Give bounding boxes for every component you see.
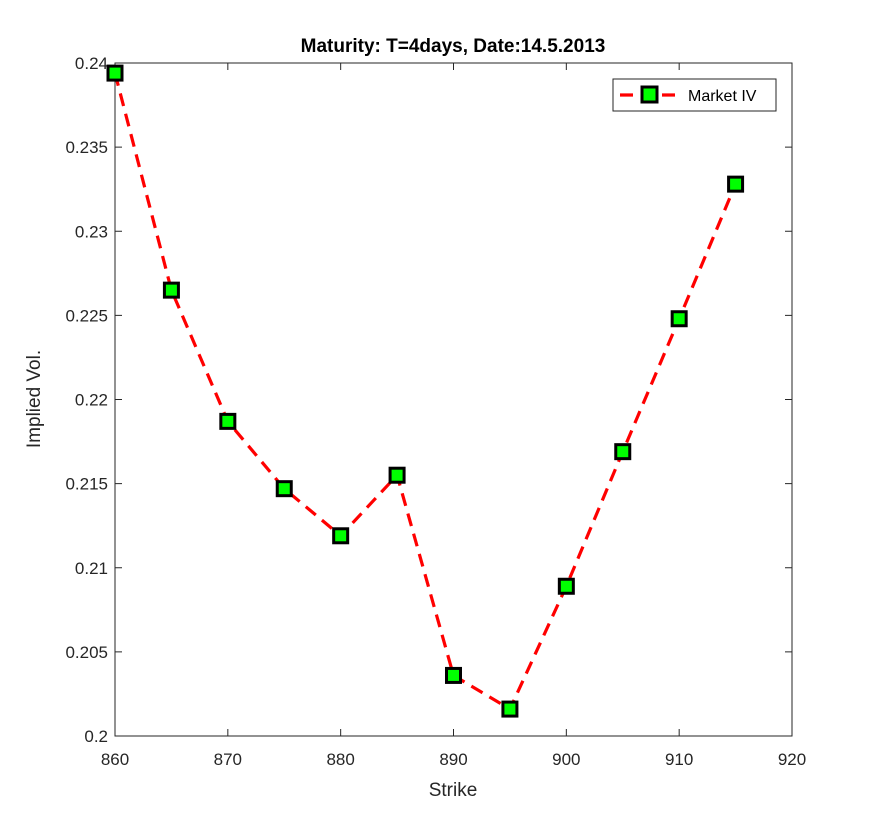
chart-title: Maturity: T=4days, Date:14.5.2013 xyxy=(301,36,606,57)
y-axis-title: Implied Vol. xyxy=(24,350,45,448)
data-point-marker xyxy=(162,281,180,299)
y-tick-label: 0.225 xyxy=(65,306,108,325)
x-tick-label: 880 xyxy=(326,750,354,769)
x-tick-label: 920 xyxy=(778,750,806,769)
data-point-marker xyxy=(275,480,293,498)
x-tick-label: 890 xyxy=(439,750,467,769)
y-tick-label: 0.24 xyxy=(75,54,108,73)
y-tick-label: 0.21 xyxy=(75,559,108,578)
x-axis-title: Strike xyxy=(429,780,478,801)
legend-box xyxy=(612,78,777,112)
y-axis-ticks: 0.2 0.205 0.21 0.215 0.22 0.225 0.23 0.235 0.24 xyxy=(65,54,792,746)
series-line xyxy=(113,72,738,712)
data-point-marker xyxy=(501,700,519,718)
y-tick-label: 0.2 xyxy=(84,727,108,746)
x-tick-label: 910 xyxy=(665,750,693,769)
x-tick-label: 900 xyxy=(552,750,580,769)
data-point-marker xyxy=(332,527,350,545)
series-layer xyxy=(106,64,745,718)
data-point-marker xyxy=(670,310,688,328)
y-tick-label: 0.235 xyxy=(65,138,108,157)
legend-marker-square-icon xyxy=(640,85,659,104)
data-point-marker xyxy=(106,64,124,82)
y-tick-label: 0.215 xyxy=(65,475,108,494)
y-tick-label: 0.23 xyxy=(75,222,108,241)
x-tick-label: 870 xyxy=(214,750,242,769)
data-point-marker xyxy=(727,175,745,193)
y-tick-label: 0.205 xyxy=(65,643,108,662)
x-axis-ticks: 860 870 880 890 900 910 920 xyxy=(101,63,806,769)
legend-label: Market IV xyxy=(688,88,757,105)
data-point-marker xyxy=(219,412,237,430)
data-point-marker xyxy=(557,577,575,595)
data-point-marker xyxy=(445,666,462,684)
data-point-marker xyxy=(614,443,632,461)
x-tick-label: 860 xyxy=(101,750,129,769)
y-tick-label: 0.22 xyxy=(75,391,108,410)
data-point-marker xyxy=(388,466,406,484)
plot-area xyxy=(114,62,793,737)
legend: Market IV xyxy=(612,78,777,112)
